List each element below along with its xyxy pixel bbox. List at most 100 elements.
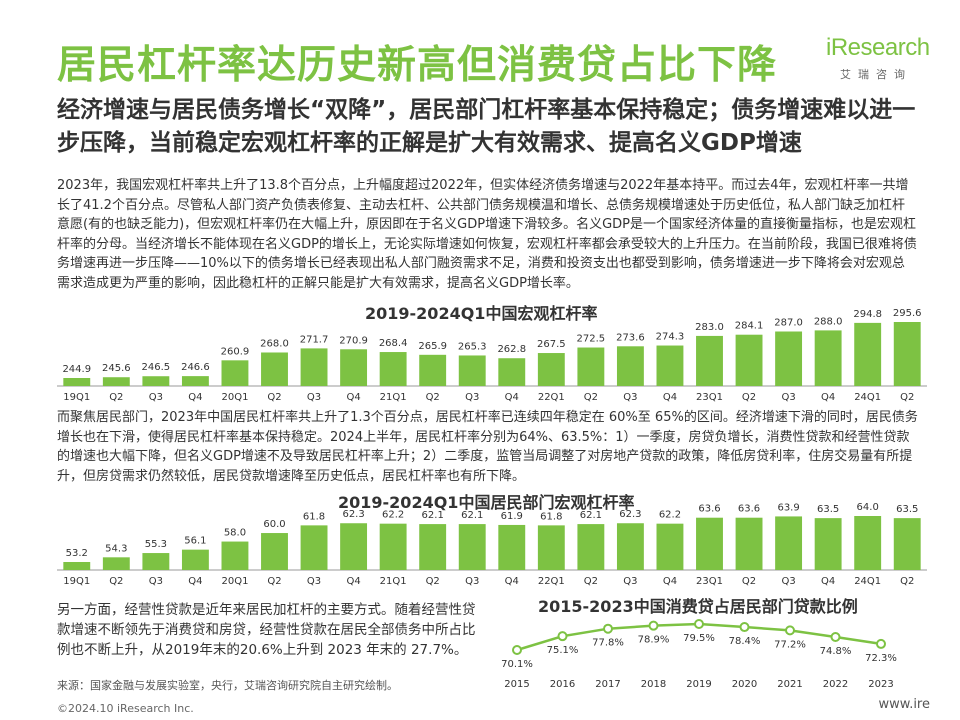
data-label: 70.1% [501, 659, 533, 670]
x-tick-label: Q2 [426, 576, 440, 587]
data-label: 72.3% [865, 653, 897, 664]
x-tick-label: Q4 [821, 392, 835, 403]
data-point [512, 645, 522, 655]
chart-household-leverage: 53.2 19Q1 54.3 Q2 55.3 Q3 56.1 Q4 58.0 20Q1 60.0 Q2… [57, 502, 927, 587]
data-label: 63.5 [817, 504, 839, 515]
x-tick-label: Q3 [623, 392, 637, 403]
data-label: 61.8 [303, 511, 325, 522]
bar [537, 353, 565, 386]
bar [893, 518, 921, 570]
data-label: 62.2 [659, 510, 681, 521]
logo-subtitle: 艾瑞咨询 [840, 68, 912, 81]
x-tick-label: Q2 [742, 392, 756, 403]
x-tick-label: Q2 [109, 392, 123, 403]
bar [854, 516, 882, 570]
bar [300, 348, 328, 386]
bar [300, 525, 328, 570]
data-label: 56.1 [184, 536, 206, 547]
x-tick-label: 20Q1 [221, 576, 248, 587]
bar [537, 525, 565, 570]
bar [577, 524, 605, 570]
data-label: 53.2 [66, 548, 88, 559]
bar [221, 541, 249, 570]
bar [577, 347, 605, 386]
data-label: 62.3 [342, 509, 364, 520]
bar [63, 562, 91, 570]
chart-consumer-loan-share: 70.1% 2015 75.1% 2016 77.8% 2017 78.9% 2018 79.5… [501, 619, 897, 690]
bar [775, 331, 803, 386]
data-point [830, 632, 841, 642]
bar [458, 524, 486, 570]
data-label: 273.6 [616, 332, 645, 343]
iresearch-logo: iResearch 艾瑞咨询 [826, 34, 936, 84]
x-tick-label: Q3 [149, 576, 163, 587]
data-label: 268.4 [379, 338, 408, 349]
x-tick-label: 2022 [823, 679, 848, 690]
data-label: 64.0 [857, 502, 879, 513]
x-tick-label: Q4 [505, 576, 519, 587]
data-label: 78.4% [729, 636, 761, 647]
bar [458, 355, 486, 386]
bar [814, 330, 842, 386]
paragraph-macro-leverage: 2023年，我国宏观杠杆率共上升了13.8个百分点，上升幅度超过2022年，但实… [57, 178, 917, 291]
chart2-title: 2019-2024Q1中国居民部门宏观杠杆率 [338, 493, 635, 512]
bar [656, 345, 684, 386]
data-label: 246.6 [181, 362, 210, 373]
x-tick-label: Q4 [505, 392, 519, 403]
data-label: 62.2 [382, 510, 404, 521]
data-label: 246.5 [142, 362, 171, 373]
x-tick-label: Q2 [267, 392, 281, 403]
bar [854, 322, 882, 386]
x-tick-label: 24Q1 [854, 392, 881, 403]
bar [261, 352, 288, 386]
x-tick-label: Q3 [149, 392, 163, 403]
bar [893, 322, 921, 386]
x-tick-label: 22Q1 [538, 576, 565, 587]
bar [616, 346, 644, 386]
data-label: 63.5 [896, 504, 918, 515]
x-tick-label: Q2 [109, 576, 123, 587]
x-tick-label: Q3 [781, 576, 795, 587]
x-tick-label: Q2 [900, 576, 914, 587]
x-tick-label: 23Q1 [696, 576, 723, 587]
data-label: 54.3 [105, 543, 127, 554]
data-label: 294.8 [853, 309, 882, 320]
page-subtitle: 经济增速与居民债务增长“双降”，居民部门杠杆率基本保持稳定；债务增速难以进一步压… [57, 97, 916, 156]
chart1-title: 2019-2024Q1中国宏观杠杆率 [365, 304, 598, 323]
data-label: 271.7 [300, 334, 329, 345]
bar [142, 376, 170, 386]
bar [379, 352, 407, 386]
x-tick-label: 2023 [868, 679, 893, 690]
data-label: 77.8% [592, 638, 624, 649]
bar [340, 349, 368, 386]
x-tick-label: 19Q1 [63, 576, 90, 587]
data-point [876, 638, 886, 649]
data-label: 295.6 [893, 308, 922, 319]
data-label: 63.6 [698, 504, 720, 515]
data-label: 267.5 [537, 339, 566, 350]
bar [181, 549, 209, 570]
paragraph-business-loans: 另一方面，经营性贷款是近年来居民加杠杆的主要方式。随着经营性贷款增速不断领先于消… [57, 602, 476, 658]
x-tick-label: Q4 [188, 576, 202, 587]
data-label: 58.0 [224, 528, 246, 539]
x-tick-label: Q4 [663, 392, 677, 403]
x-tick-label: Q2 [584, 392, 598, 403]
bar [696, 335, 723, 386]
data-label: 74.8% [820, 646, 852, 657]
x-tick-label: 2021 [777, 679, 802, 690]
x-tick-label: 19Q1 [63, 392, 90, 403]
x-tick-label: 2017 [595, 679, 620, 690]
data-label: 62.3 [619, 509, 641, 520]
bar [498, 358, 526, 386]
bar [261, 533, 288, 570]
bar [181, 376, 209, 386]
logo-word: iResearch [826, 34, 930, 61]
website-url: www.ire [878, 697, 930, 712]
chart-macro-leverage: 244.9 19Q1 245.6 Q2 246.5 Q3 246.6 Q4 260.9 20Q1 2… [57, 308, 927, 403]
x-tick-label: Q3 [307, 392, 321, 403]
data-label: 62.1 [422, 510, 444, 521]
data-point [785, 625, 795, 636]
x-tick-label: 20Q1 [221, 392, 248, 403]
x-tick-label: 23Q1 [696, 392, 723, 403]
copyright: ©2024.10 iResearch Inc. [57, 702, 194, 715]
